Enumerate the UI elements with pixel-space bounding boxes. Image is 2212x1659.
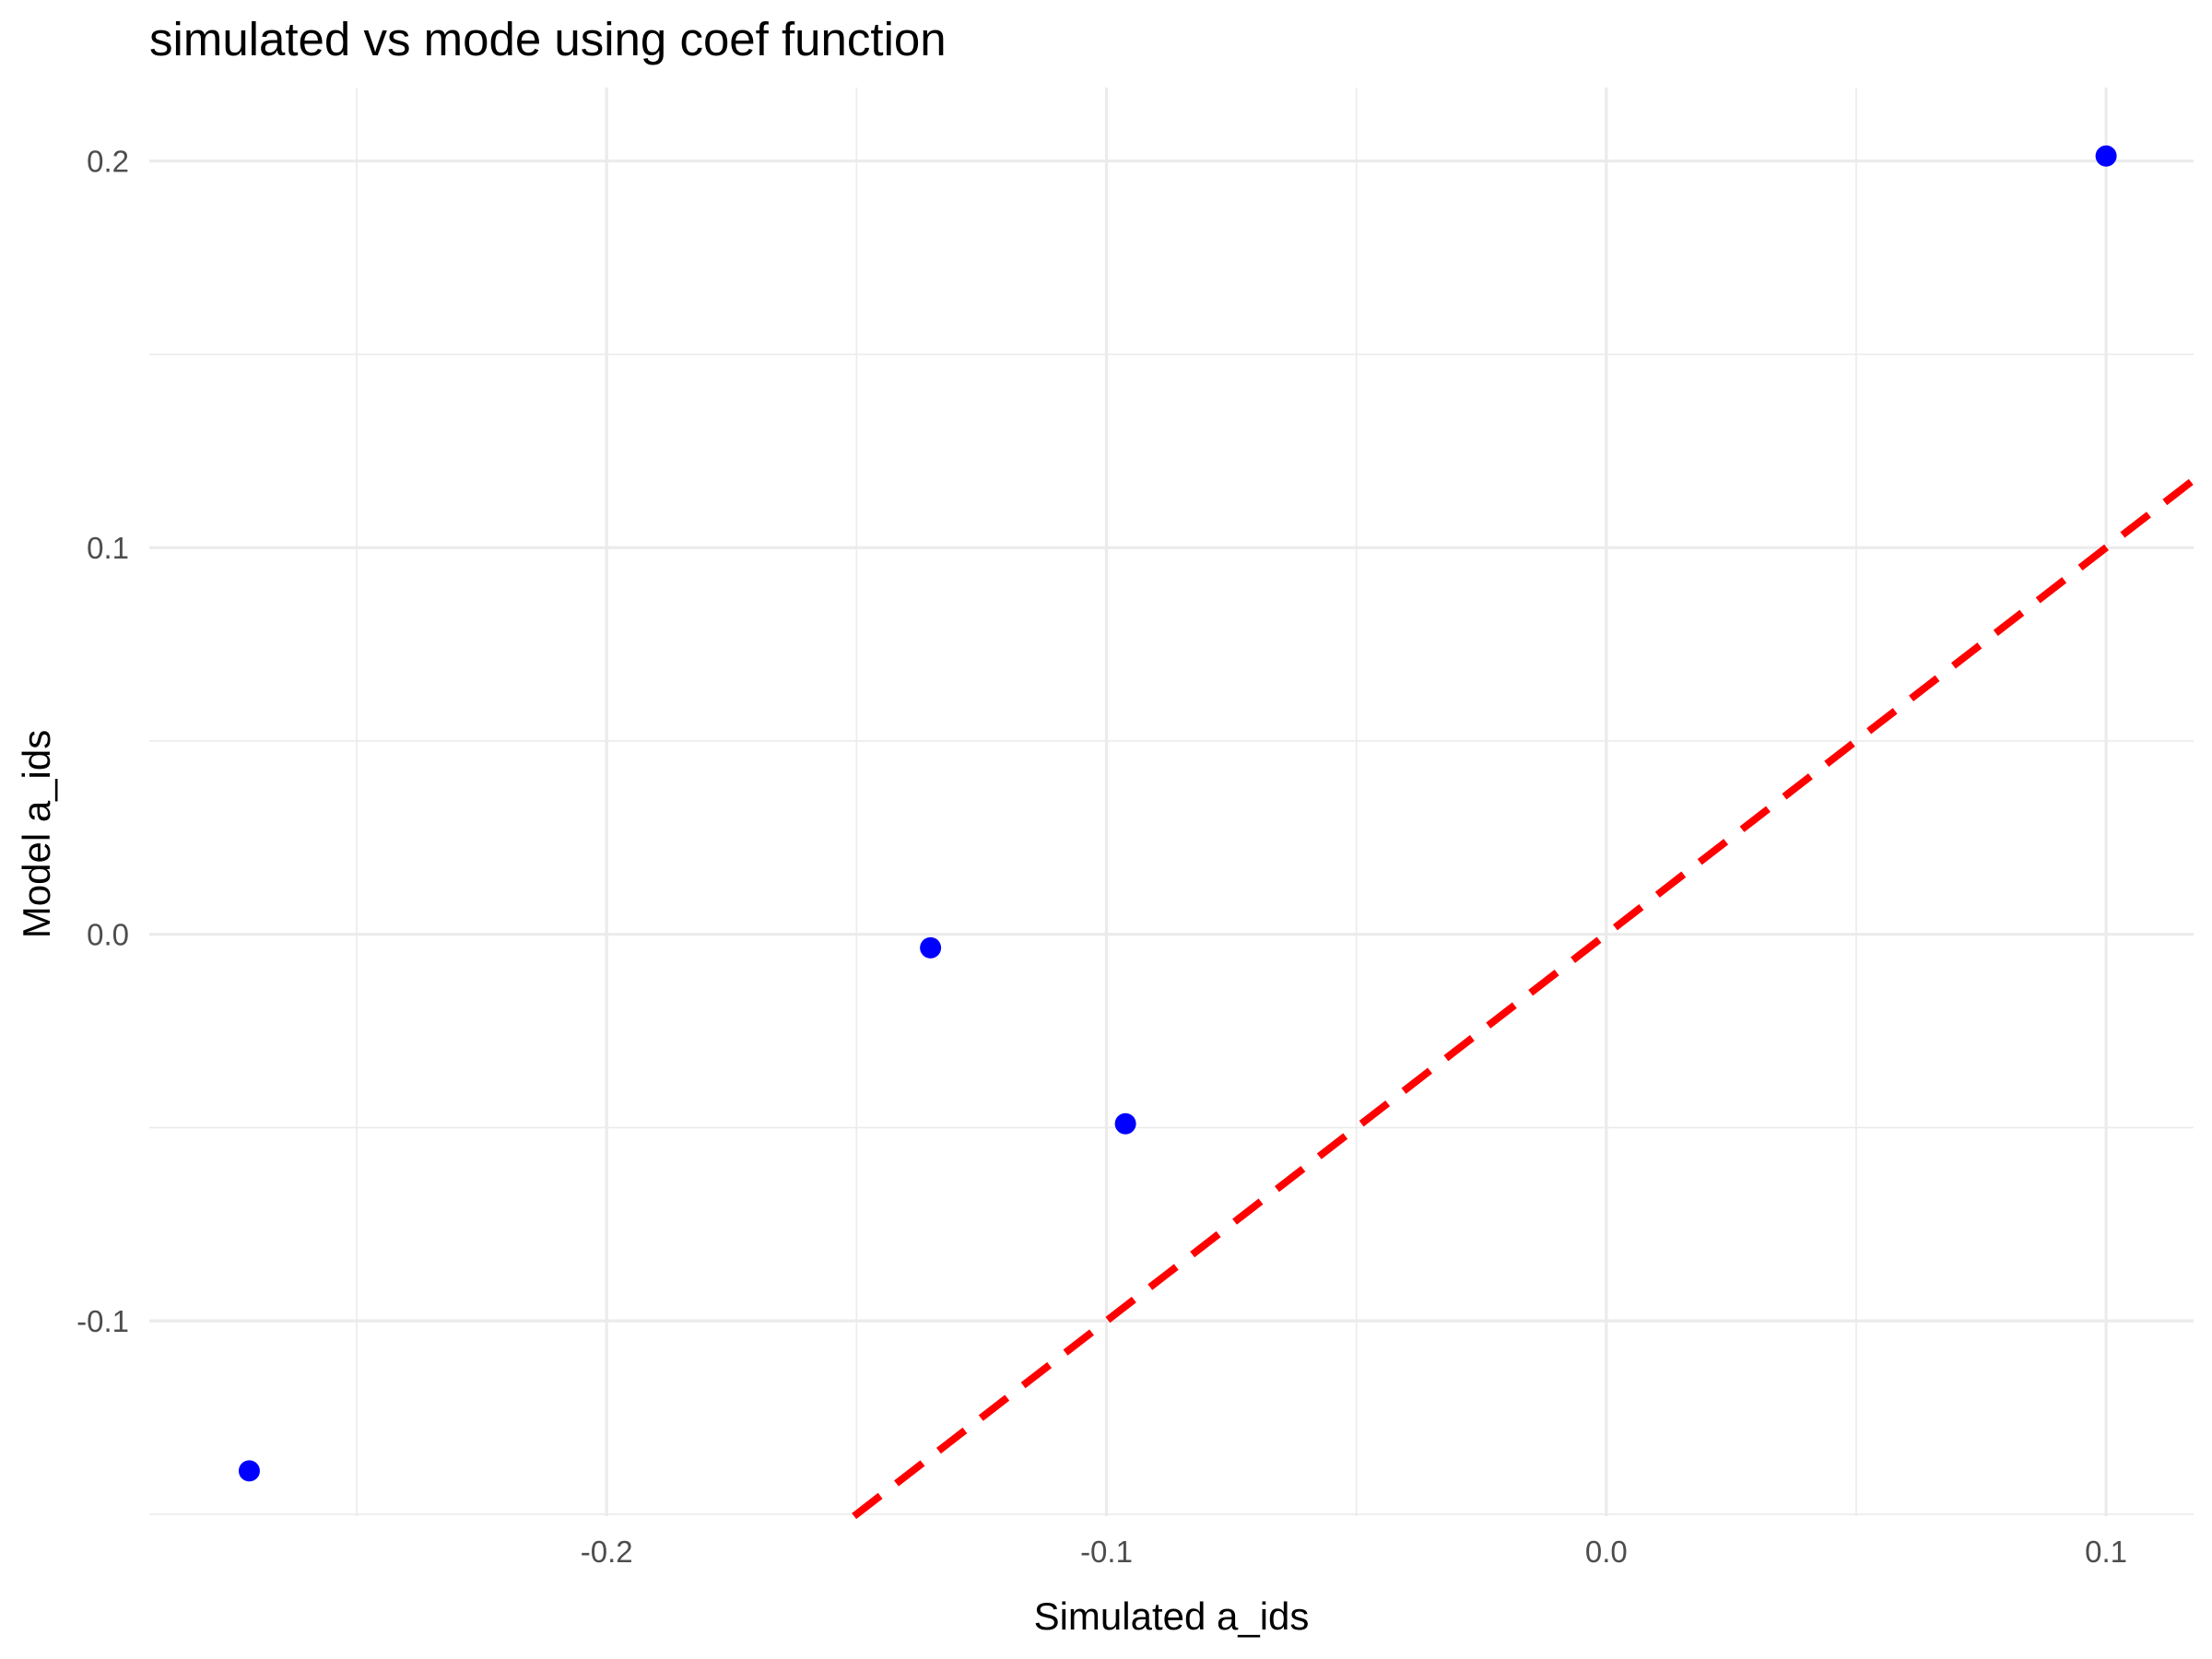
data-point xyxy=(920,936,942,959)
y-tick-label: 0.0 xyxy=(87,918,129,952)
x-tick-label: -0.2 xyxy=(581,1535,633,1569)
y-tick-label: 0.1 xyxy=(87,531,129,565)
y-axis-label: Model a_ids xyxy=(15,730,58,938)
x-tick-label: 0.0 xyxy=(1585,1535,1628,1569)
y-tick-labels: -0.1 0.0 0.1 0.2 xyxy=(76,145,129,1338)
minor-gridlines xyxy=(149,88,2194,1516)
x-tick-label: -0.1 xyxy=(1080,1535,1133,1569)
data-point xyxy=(238,1460,260,1482)
reference-line-group xyxy=(852,477,2196,1520)
x-tick-label: 0.1 xyxy=(2085,1535,2127,1569)
major-gridlines xyxy=(149,88,2194,1516)
data-point xyxy=(1114,1112,1136,1135)
x-axis-label: Simulated a_ids xyxy=(1034,1594,1310,1638)
data-points xyxy=(238,145,2117,1482)
reference-line xyxy=(852,477,2196,1520)
y-tick-label: 0.2 xyxy=(87,145,129,179)
x-tick-labels: -0.2 -0.1 0.0 0.1 xyxy=(581,1535,2127,1569)
data-point xyxy=(2095,145,2117,167)
chart-title: simulated vs mode using coef function xyxy=(149,13,947,65)
y-tick-label: -0.1 xyxy=(76,1304,129,1338)
